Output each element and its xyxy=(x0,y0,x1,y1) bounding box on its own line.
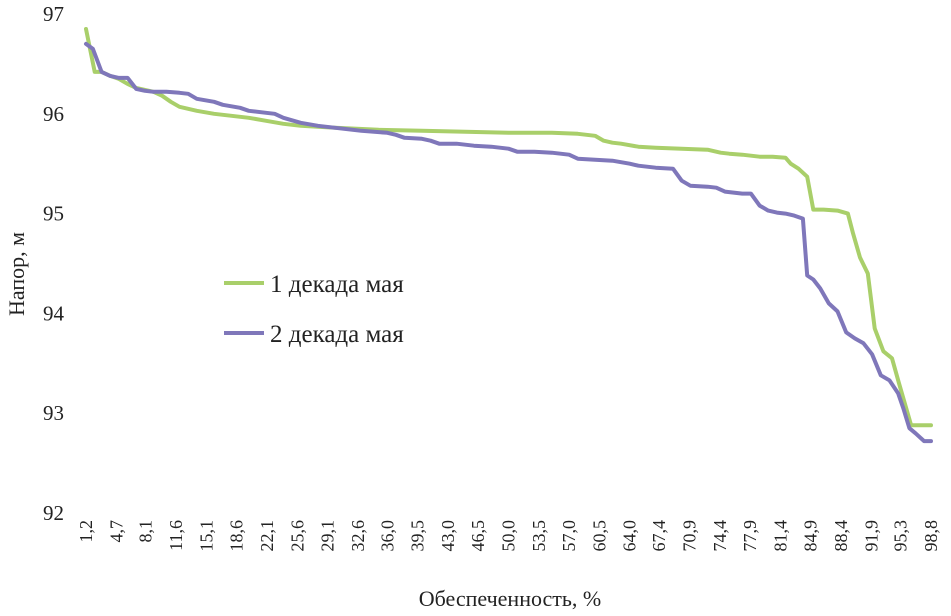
x-tick-label: 18,6 xyxy=(227,520,247,552)
x-tick-label: 11,6 xyxy=(166,520,186,551)
x-tick-label: 74,4 xyxy=(710,520,730,552)
x-tick-label: 88,4 xyxy=(831,520,851,552)
x-tick-label: 77,9 xyxy=(740,520,760,552)
legend: 1 декада мая 2 декада мая xyxy=(224,271,404,348)
y-axis-tick-labels: 92 93 94 95 96 97 xyxy=(43,2,65,525)
x-axis-title: Обеспеченность, % xyxy=(419,586,602,611)
x-tick-label: 8,1 xyxy=(136,520,156,543)
x-tick-label: 36,0 xyxy=(377,520,397,552)
x-tick-label: 98,8 xyxy=(921,520,941,552)
x-tick-label: 22,1 xyxy=(257,520,277,552)
x-tick-label: 70,9 xyxy=(679,520,699,552)
x-tick-label: 32,6 xyxy=(348,520,368,552)
x-tick-label: 95,3 xyxy=(891,520,911,552)
x-axis-tick-labels: 1,2 4,7 8,1 11,6 15,1 18,6 22,1 25,6 29,1 32,6 36,… xyxy=(76,520,941,552)
x-tick-label: 91,9 xyxy=(861,520,881,552)
y-tick-label: 93 xyxy=(43,401,64,425)
x-tick-label: 53,5 xyxy=(529,520,549,552)
x-tick-label: 4,7 xyxy=(106,520,126,543)
x-tick-label: 84,9 xyxy=(801,520,821,552)
x-tick-label: 60,5 xyxy=(589,520,609,552)
y-axis-title: Напор, м xyxy=(4,232,29,316)
series-lines xyxy=(84,27,933,444)
x-tick-label: 57,0 xyxy=(559,520,579,552)
legend-label-1: 1 декада мая xyxy=(270,271,404,298)
x-tick-label: 50,0 xyxy=(499,520,519,552)
x-tick-label: 81,4 xyxy=(770,520,790,552)
series-line-1 xyxy=(84,27,933,428)
legend-label-2: 2 декада мая xyxy=(270,321,404,348)
y-tick-label: 95 xyxy=(43,202,64,226)
x-tick-label: 1,2 xyxy=(76,520,96,543)
y-tick-label: 94 xyxy=(43,301,65,325)
y-tick-label: 97 xyxy=(43,2,64,26)
x-tick-label: 39,5 xyxy=(408,520,428,552)
y-tick-label: 92 xyxy=(43,501,64,525)
x-tick-label: 15,1 xyxy=(196,520,216,552)
y-tick-label: 96 xyxy=(43,102,64,126)
x-tick-label: 25,6 xyxy=(287,520,307,552)
x-tick-label: 64,0 xyxy=(620,520,640,552)
x-tick-label: 43,0 xyxy=(438,520,458,552)
x-tick-label: 46,5 xyxy=(468,520,488,552)
x-tick-label: 67,4 xyxy=(649,520,669,552)
x-tick-label: 29,1 xyxy=(318,520,338,552)
series-line-2 xyxy=(84,41,933,444)
